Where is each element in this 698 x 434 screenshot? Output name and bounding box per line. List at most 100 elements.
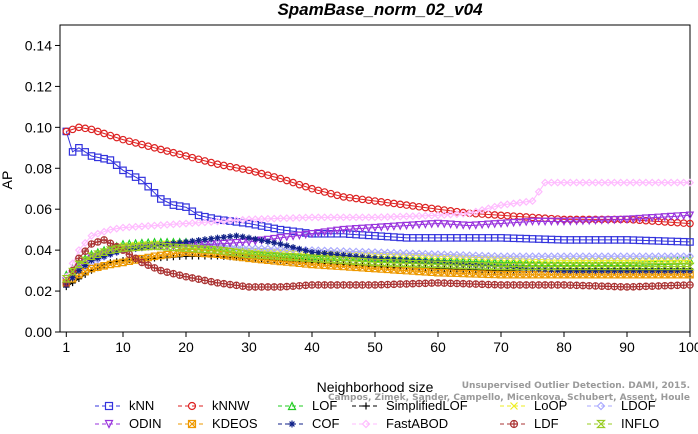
data-point <box>181 244 191 252</box>
data-point <box>434 259 442 266</box>
data-point <box>541 281 549 289</box>
data-point <box>345 225 354 234</box>
data-point <box>106 260 115 269</box>
data-point <box>629 256 637 264</box>
data-point <box>188 274 197 282</box>
data-point <box>326 227 336 236</box>
data-point <box>377 281 386 289</box>
data-point <box>484 220 493 229</box>
data-point <box>446 250 455 259</box>
data-point <box>390 280 398 289</box>
data-point <box>609 262 620 271</box>
data-point <box>401 259 412 268</box>
data-point <box>364 224 373 233</box>
data-point <box>433 260 443 269</box>
data-point <box>232 238 241 248</box>
data-point <box>641 214 651 223</box>
data-point <box>560 256 568 264</box>
data-point <box>144 182 153 191</box>
data-point <box>182 273 190 281</box>
data-point <box>534 252 543 261</box>
data-point <box>440 250 449 259</box>
data-point <box>212 246 223 254</box>
data-point <box>560 281 568 289</box>
y-tick-label: 0.12 <box>25 78 52 94</box>
series-line <box>66 126 691 224</box>
data-point <box>289 245 298 254</box>
data-point <box>667 267 675 274</box>
data-point <box>534 262 544 271</box>
data-point <box>654 252 663 261</box>
data-point <box>566 178 575 187</box>
legend-item-kdeos: KDEOS <box>178 416 258 431</box>
data-point <box>270 234 279 244</box>
data-point <box>679 211 688 221</box>
data-point <box>686 267 694 274</box>
data-point <box>175 271 184 279</box>
legend-label: SimplifiedLOF <box>386 398 468 413</box>
data-point <box>578 217 588 226</box>
data-point <box>308 248 316 256</box>
data-point <box>169 220 178 229</box>
legend-marker <box>287 401 297 411</box>
data-point <box>446 220 455 229</box>
data-point <box>610 282 619 291</box>
data-point <box>591 216 600 225</box>
data-point <box>598 256 606 264</box>
data-point <box>333 226 342 236</box>
data-point <box>358 213 367 222</box>
data-point <box>314 213 323 222</box>
data-point <box>415 279 423 288</box>
data-point <box>213 217 222 226</box>
data-point <box>591 252 600 261</box>
data-point <box>515 262 525 271</box>
data-point <box>339 213 348 222</box>
data-point <box>535 281 543 289</box>
data-point <box>296 245 303 253</box>
data-point <box>559 178 569 187</box>
data-point <box>622 215 632 224</box>
data-point <box>288 253 298 261</box>
data-point <box>490 281 499 289</box>
data-point <box>238 243 247 252</box>
data-point <box>301 254 311 262</box>
data-point <box>667 256 675 264</box>
data-point <box>340 252 347 259</box>
data-point <box>307 254 317 263</box>
data-point <box>635 178 644 187</box>
data-point <box>566 256 574 264</box>
data-point <box>219 239 228 249</box>
data-point <box>175 243 185 252</box>
data-point <box>396 280 405 288</box>
data-point <box>654 178 663 187</box>
data-point <box>529 265 536 272</box>
data-point <box>685 178 695 187</box>
data-point <box>445 261 456 269</box>
data-point <box>522 218 531 227</box>
data-point <box>69 274 76 281</box>
data-point <box>301 281 310 290</box>
data-point <box>408 259 418 268</box>
data-point <box>150 189 159 197</box>
data-point <box>389 212 398 221</box>
data-point <box>213 279 222 287</box>
data-point <box>130 243 141 252</box>
data-point <box>527 262 538 271</box>
data-point <box>225 239 235 248</box>
data-point <box>610 216 619 225</box>
data-point <box>503 252 512 261</box>
data-point <box>383 248 392 257</box>
data-point <box>571 262 582 271</box>
legend-marker <box>596 401 606 411</box>
data-point <box>156 221 165 230</box>
data-point <box>364 213 373 222</box>
data-point <box>453 260 461 267</box>
data-point <box>75 275 83 282</box>
data-point <box>396 222 405 231</box>
data-point <box>289 244 297 251</box>
data-point <box>194 275 203 283</box>
data-point <box>307 229 317 239</box>
data-point <box>509 199 518 208</box>
data-point <box>553 217 562 227</box>
data-point <box>686 281 694 289</box>
